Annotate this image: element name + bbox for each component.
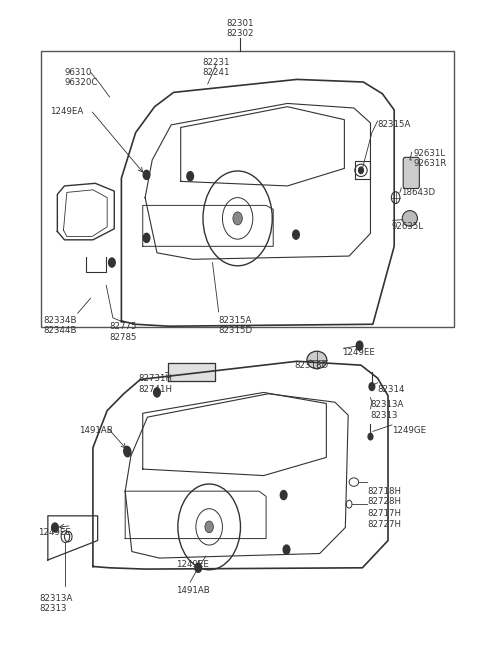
Ellipse shape bbox=[402, 211, 418, 226]
Text: 1249EE: 1249EE bbox=[342, 348, 375, 357]
Circle shape bbox=[283, 545, 290, 554]
Circle shape bbox=[124, 446, 131, 455]
Text: 82313A
82313: 82313A 82313 bbox=[40, 594, 73, 613]
Ellipse shape bbox=[307, 351, 327, 369]
Circle shape bbox=[368, 434, 373, 440]
Circle shape bbox=[369, 383, 375, 390]
Text: 82301: 82301 bbox=[226, 19, 254, 28]
Text: 82334B
82344B: 82334B 82344B bbox=[43, 316, 77, 335]
Circle shape bbox=[280, 491, 287, 500]
Circle shape bbox=[124, 447, 131, 457]
Text: 82318D: 82318D bbox=[295, 362, 329, 370]
Text: 82302: 82302 bbox=[226, 29, 254, 39]
Circle shape bbox=[233, 212, 242, 225]
Text: 96310
96320C: 96310 96320C bbox=[64, 67, 98, 87]
Text: 92635L: 92635L bbox=[392, 221, 424, 231]
Text: 82314: 82314 bbox=[378, 384, 405, 394]
Circle shape bbox=[195, 563, 202, 572]
Circle shape bbox=[205, 521, 214, 533]
Text: 1491AB: 1491AB bbox=[79, 426, 112, 435]
Circle shape bbox=[359, 167, 363, 174]
Circle shape bbox=[187, 172, 193, 181]
Text: 82315A
82315D: 82315A 82315D bbox=[219, 316, 253, 335]
Circle shape bbox=[154, 388, 160, 397]
Circle shape bbox=[108, 258, 115, 267]
Bar bbox=[41, 52, 454, 328]
Text: 1249EE: 1249EE bbox=[38, 527, 71, 536]
Circle shape bbox=[52, 523, 58, 532]
Text: 82718H
82728H: 82718H 82728H bbox=[367, 487, 401, 506]
Circle shape bbox=[356, 341, 363, 350]
Text: 1491AB: 1491AB bbox=[176, 586, 209, 595]
Text: 82717H
82727H: 82717H 82727H bbox=[367, 510, 401, 529]
Text: 82315A: 82315A bbox=[378, 120, 411, 128]
Circle shape bbox=[143, 170, 150, 179]
Text: 82731H
82741H: 82731H 82741H bbox=[138, 374, 172, 394]
FancyBboxPatch shape bbox=[403, 157, 420, 189]
Text: 82313A
82313: 82313A 82313 bbox=[371, 400, 404, 420]
Text: 1249EE: 1249EE bbox=[176, 560, 209, 569]
Circle shape bbox=[143, 233, 150, 242]
Circle shape bbox=[293, 230, 300, 239]
Text: 18643D: 18643D bbox=[401, 188, 435, 197]
Text: 82775
82785: 82775 82785 bbox=[109, 322, 137, 342]
Text: 92631L
92631R: 92631L 92631R bbox=[413, 149, 446, 168]
Text: 1249EA: 1249EA bbox=[50, 107, 84, 116]
Text: 82231
82241: 82231 82241 bbox=[203, 58, 230, 77]
Text: 1249GE: 1249GE bbox=[392, 426, 426, 435]
